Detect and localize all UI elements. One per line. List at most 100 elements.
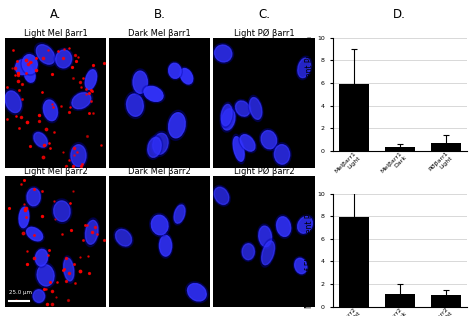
Ellipse shape (249, 98, 262, 119)
Ellipse shape (169, 113, 185, 138)
Ellipse shape (298, 216, 312, 233)
Ellipse shape (34, 248, 49, 268)
Ellipse shape (232, 134, 245, 164)
Ellipse shape (42, 98, 59, 123)
Y-axis label: Number of Fluorescent Puncta: Number of Fluorescent Puncta (305, 36, 314, 152)
Ellipse shape (24, 67, 35, 82)
Ellipse shape (27, 188, 40, 206)
Ellipse shape (180, 69, 193, 84)
Bar (431, 295, 461, 307)
Ellipse shape (186, 282, 208, 303)
Ellipse shape (23, 65, 36, 84)
Ellipse shape (37, 264, 54, 286)
Title: Light Mel βarr2: Light Mel βarr2 (24, 167, 87, 176)
Ellipse shape (220, 102, 233, 128)
Ellipse shape (19, 207, 29, 228)
Ellipse shape (220, 106, 237, 132)
Title: Light PØ βarr2: Light PØ βarr2 (234, 167, 294, 176)
Ellipse shape (64, 258, 74, 281)
Ellipse shape (26, 186, 42, 208)
Ellipse shape (25, 226, 44, 242)
Ellipse shape (54, 48, 73, 70)
Ellipse shape (132, 69, 149, 95)
Ellipse shape (16, 60, 29, 75)
Ellipse shape (35, 43, 56, 66)
Text: A.: A. (50, 8, 61, 21)
Ellipse shape (52, 199, 72, 223)
Ellipse shape (169, 63, 181, 78)
Ellipse shape (150, 213, 170, 237)
Ellipse shape (173, 203, 186, 225)
Ellipse shape (236, 101, 250, 116)
Ellipse shape (296, 215, 314, 235)
Ellipse shape (275, 215, 292, 238)
Ellipse shape (259, 226, 272, 247)
Ellipse shape (27, 227, 43, 241)
Ellipse shape (213, 43, 234, 64)
Ellipse shape (72, 93, 91, 109)
Ellipse shape (36, 249, 48, 266)
Ellipse shape (18, 205, 30, 230)
Ellipse shape (116, 229, 132, 246)
Ellipse shape (260, 239, 276, 267)
Ellipse shape (151, 215, 168, 235)
Ellipse shape (144, 86, 163, 101)
Ellipse shape (159, 235, 172, 256)
Ellipse shape (34, 132, 47, 147)
Ellipse shape (32, 289, 46, 304)
Ellipse shape (262, 241, 274, 265)
Text: B.: B. (154, 8, 166, 21)
Text: C.: C. (258, 8, 270, 21)
Ellipse shape (242, 244, 255, 260)
Ellipse shape (84, 218, 100, 247)
Ellipse shape (22, 55, 37, 74)
Bar (338, 217, 369, 307)
Ellipse shape (188, 283, 206, 301)
Bar (385, 147, 415, 151)
Ellipse shape (277, 217, 291, 236)
Ellipse shape (63, 256, 75, 283)
Ellipse shape (248, 95, 263, 122)
Ellipse shape (14, 58, 31, 76)
Ellipse shape (214, 187, 229, 204)
Bar (385, 294, 415, 307)
Text: D.: D. (393, 8, 406, 21)
Ellipse shape (5, 91, 21, 112)
Ellipse shape (85, 220, 98, 244)
Ellipse shape (273, 143, 291, 166)
Ellipse shape (71, 145, 86, 167)
Ellipse shape (274, 145, 290, 164)
Title: Light Mel βarr1: Light Mel βarr1 (24, 29, 87, 38)
Ellipse shape (146, 136, 163, 159)
Ellipse shape (70, 91, 93, 110)
Ellipse shape (127, 94, 143, 116)
Title: Dark Mel βarr1: Dark Mel βarr1 (128, 29, 191, 38)
Ellipse shape (54, 201, 70, 222)
Ellipse shape (260, 129, 278, 151)
Ellipse shape (215, 45, 232, 62)
Ellipse shape (21, 53, 39, 75)
Ellipse shape (114, 228, 133, 248)
Ellipse shape (293, 257, 308, 275)
Ellipse shape (241, 242, 255, 261)
Ellipse shape (36, 262, 56, 288)
Ellipse shape (55, 50, 72, 68)
Ellipse shape (239, 133, 256, 153)
Ellipse shape (84, 68, 98, 91)
Ellipse shape (158, 233, 173, 258)
Ellipse shape (148, 137, 161, 157)
Ellipse shape (3, 89, 23, 115)
Ellipse shape (179, 67, 194, 86)
Ellipse shape (295, 258, 307, 274)
Title: Light PØ βarr1: Light PØ βarr1 (234, 29, 294, 38)
Ellipse shape (257, 224, 273, 249)
Ellipse shape (234, 100, 251, 118)
Ellipse shape (174, 205, 185, 223)
Ellipse shape (233, 137, 244, 161)
Ellipse shape (133, 71, 147, 93)
Ellipse shape (85, 70, 97, 89)
Text: 25.0 μm: 25.0 μm (9, 290, 32, 295)
Ellipse shape (33, 290, 45, 302)
Ellipse shape (142, 85, 165, 103)
Ellipse shape (32, 131, 49, 149)
